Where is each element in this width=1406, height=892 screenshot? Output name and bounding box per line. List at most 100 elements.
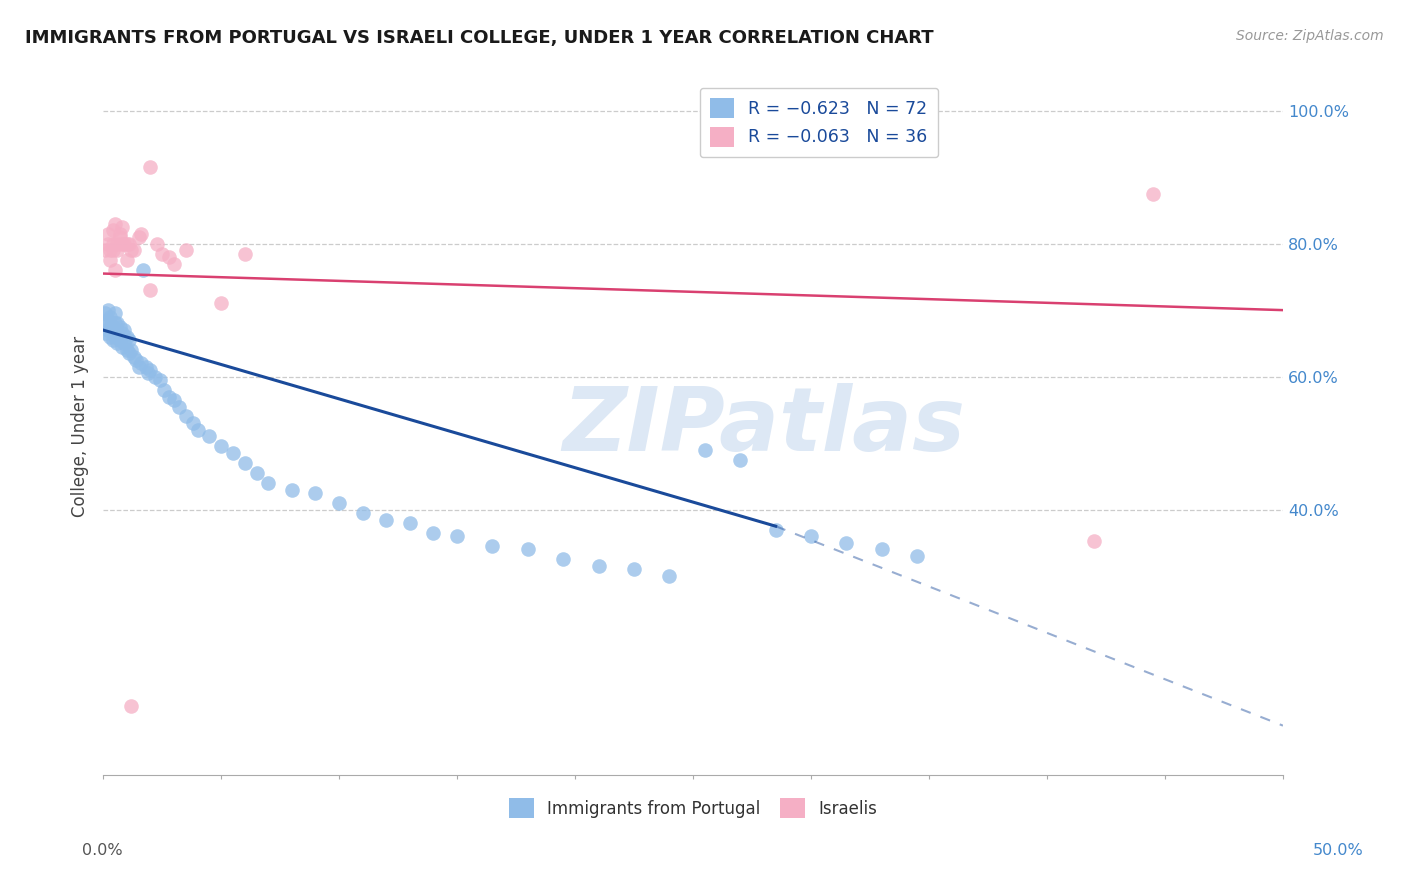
Point [98, 319, 121, 334]
Point [101, 236, 124, 251]
Point [115, 329, 138, 343]
Point [105, 336, 128, 351]
Point [122, 350, 145, 364]
Point [139, 283, 162, 297]
Point [112, 336, 135, 351]
Point [181, 416, 204, 430]
Point [115, 343, 138, 357]
Point [108, 230, 131, 244]
Point [97, 227, 120, 241]
Point [222, 446, 245, 460]
Point [870, 542, 893, 557]
Legend: Immigrants from Portugal, Israelis: Immigrants from Portugal, Israelis [502, 792, 884, 824]
Point [198, 429, 221, 443]
Point [143, 369, 166, 384]
Point [163, 392, 186, 407]
Text: ZIPatlas: ZIPatlas [562, 383, 966, 470]
Point [118, 333, 141, 347]
Point [167, 400, 190, 414]
Point [98, 310, 121, 324]
Point [481, 539, 503, 553]
Point [94, 317, 117, 331]
Point [658, 569, 681, 583]
Point [122, 244, 145, 258]
Point [209, 296, 232, 310]
Point [101, 333, 124, 347]
Text: IMMIGRANTS FROM PORTUGAL VS ISRAELI COLLEGE, UNDER 1 YEAR CORRELATION CHART: IMMIGRANTS FROM PORTUGAL VS ISRAELI COLL… [25, 29, 934, 46]
Point [94, 244, 117, 258]
Point [233, 456, 256, 470]
Point [104, 217, 127, 231]
Point [150, 246, 173, 260]
Point [115, 236, 138, 251]
Point [157, 250, 180, 264]
Point [153, 383, 176, 397]
Point [129, 356, 152, 370]
Point [157, 390, 180, 404]
Point [553, 552, 575, 566]
Text: 0.0%: 0.0% [83, 843, 122, 858]
Point [111, 326, 134, 341]
Point [233, 246, 256, 260]
Point [135, 359, 157, 374]
Point [98, 253, 121, 268]
Point [118, 236, 141, 251]
Point [118, 346, 141, 360]
Point [108, 333, 131, 347]
Y-axis label: College, Under 1 year: College, Under 1 year [72, 336, 89, 517]
Point [281, 483, 304, 497]
Point [108, 319, 131, 334]
Point [111, 236, 134, 251]
Point [125, 353, 148, 368]
Point [257, 475, 280, 490]
Point [209, 439, 232, 453]
Point [120, 244, 142, 258]
Point [128, 359, 150, 374]
Point [104, 317, 127, 331]
Point [1083, 534, 1105, 549]
Point [693, 442, 716, 457]
Point [104, 263, 127, 277]
Point [186, 423, 208, 437]
Point [98, 329, 121, 343]
Point [835, 536, 858, 550]
Point [174, 244, 197, 258]
Point [105, 326, 128, 341]
Point [728, 452, 751, 467]
Point [128, 230, 150, 244]
Point [111, 220, 134, 235]
Point [129, 227, 152, 241]
Point [101, 244, 124, 258]
Point [399, 516, 422, 530]
Point [245, 466, 267, 480]
Point [115, 253, 138, 268]
Point [105, 236, 128, 251]
Point [136, 366, 159, 380]
Point [800, 529, 823, 543]
Point [139, 160, 162, 174]
Point [94, 326, 117, 341]
Point [97, 323, 120, 337]
Point [149, 373, 172, 387]
Point [516, 542, 538, 557]
Point [132, 263, 155, 277]
Point [905, 549, 928, 563]
Text: Source: ZipAtlas.com: Source: ZipAtlas.com [1236, 29, 1384, 43]
Point [120, 698, 142, 713]
Point [120, 343, 142, 357]
Point [112, 236, 135, 251]
Point [101, 319, 124, 334]
Point [174, 409, 197, 424]
Point [108, 227, 131, 241]
Point [101, 223, 124, 237]
Point [146, 236, 169, 251]
Point [94, 306, 117, 320]
Point [446, 529, 468, 543]
Point [588, 559, 610, 574]
Point [97, 236, 120, 251]
Point [422, 525, 444, 540]
Point [97, 313, 120, 327]
Text: 50.0%: 50.0% [1313, 843, 1364, 858]
Point [105, 317, 128, 331]
Point [97, 303, 120, 318]
